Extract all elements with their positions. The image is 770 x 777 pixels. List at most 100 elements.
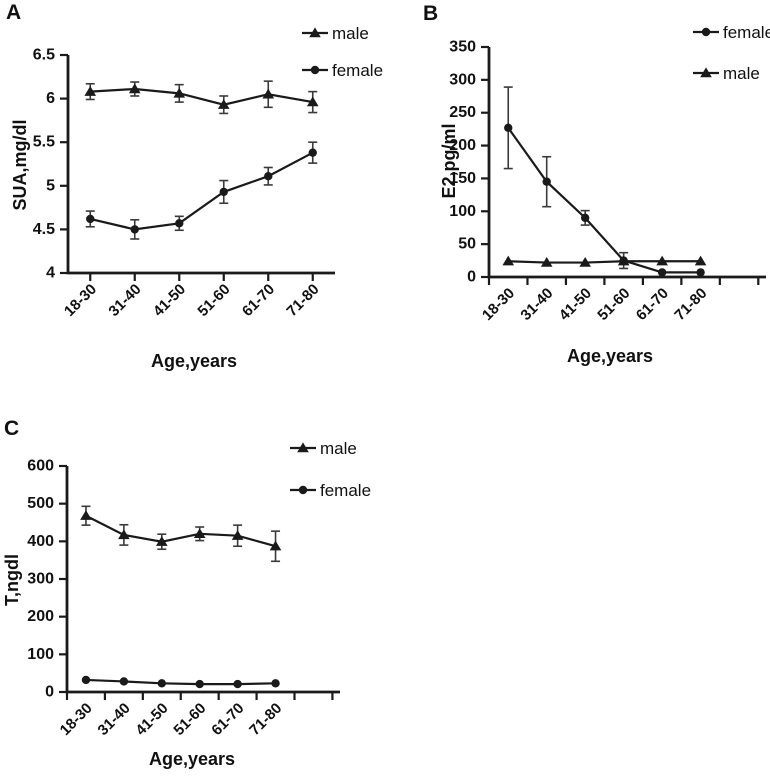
legend-label: male <box>723 64 760 83</box>
legend <box>693 27 719 78</box>
data-point-marker <box>118 529 130 540</box>
series-male <box>502 255 707 267</box>
y-tick-label: 200 <box>27 608 54 625</box>
chart-content: 0 100 200 300 400 500 600 18-3031-4041-5051-606… <box>27 442 340 739</box>
legend-label: male <box>332 24 369 43</box>
x-category-label: 41-50 <box>556 285 595 324</box>
data-point-marker <box>271 679 280 688</box>
legend-label: female <box>320 481 371 500</box>
series-female-line <box>85 678 276 686</box>
y-tick-label: 5.5 <box>33 134 55 151</box>
y-axis-title: E2,pg/ml <box>439 123 459 198</box>
data-point-marker <box>269 540 282 551</box>
data-point-marker <box>175 219 184 228</box>
series-male-line <box>508 260 701 264</box>
data-point-marker <box>84 86 97 96</box>
y-tick-label: 250 <box>449 104 476 121</box>
data-point-marker <box>195 679 204 689</box>
data-point-marker <box>86 214 95 224</box>
x-category-label: 31-40 <box>95 700 134 739</box>
y-tick-label: 100 <box>27 646 54 663</box>
data-point-marker <box>155 536 168 546</box>
panel-label-b: B <box>423 2 439 25</box>
chart-panel-b: 0 50 100 150 200 250 300 350 18-30 31-40 41-50 51-6… <box>439 23 770 366</box>
data-point-marker <box>617 255 630 266</box>
y-tick-label: 350 <box>449 39 476 56</box>
data-point-marker <box>306 96 319 107</box>
x-axis-ticks <box>487 277 760 285</box>
series-male-line <box>90 87 313 106</box>
y-axis-ticks: 0 100 200 300 400 500 600 <box>27 458 67 701</box>
legend-marker <box>700 67 712 78</box>
x-category-label: 18-30 <box>57 700 96 739</box>
data-point-marker <box>119 677 129 686</box>
x-category-label: 51-60 <box>170 700 209 739</box>
x-axis-title: Age,years <box>567 346 653 366</box>
x-category-label: 31-40 <box>517 285 556 324</box>
panel-label-a: A <box>6 1 22 24</box>
series-female <box>504 123 705 277</box>
y-tick-label: 50 <box>458 236 476 253</box>
x-category-label: 61-70 <box>208 700 247 739</box>
x-category-label: 61-70 <box>239 281 278 320</box>
series-female-line <box>89 151 314 231</box>
data-point-marker <box>157 679 166 688</box>
x-category-label: 31-40 <box>105 281 144 320</box>
y-tick-label: 300 <box>449 71 476 88</box>
y-tick-label: 500 <box>27 495 54 512</box>
chart-content: 4 4.5 5 5.5 6 6.5 18-30 31-40 41-50 51-60 61-70 71-… <box>33 27 335 320</box>
data-point-marker <box>504 123 513 133</box>
y-tick-label: 0 <box>45 684 54 701</box>
data-point-marker <box>696 268 705 277</box>
data-point-marker <box>130 225 139 234</box>
legend-marker <box>701 27 711 37</box>
legend-marker <box>297 442 309 453</box>
legend-label: male <box>320 439 357 458</box>
series-female-line <box>507 127 701 274</box>
data-point-marker <box>308 148 317 157</box>
data-point-marker <box>217 99 230 109</box>
x-category-label: 51-60 <box>594 285 633 324</box>
y-tick-label: 6.5 <box>33 47 55 64</box>
data-point-marker <box>542 177 551 186</box>
y-axis-ticks: 0 50 100 150 200 250 300 350 <box>449 39 489 286</box>
y-tick-label: 4.5 <box>33 221 55 238</box>
legend-marker <box>310 65 320 75</box>
y-tick-label: 0 <box>467 269 476 286</box>
x-category-label: 71-80 <box>283 281 322 320</box>
legend-marker <box>298 485 308 495</box>
y-tick-label: 300 <box>27 571 54 588</box>
x-axis-ticks <box>65 692 334 700</box>
data-point-marker <box>579 256 591 267</box>
y-tick-label: 150 <box>449 170 476 187</box>
chart-panel-c: 0 100 200 300 400 500 600 18-3031-4041-5051-606… <box>2 439 371 769</box>
y-tick-label: 4 <box>46 265 55 282</box>
axes <box>66 55 335 275</box>
x-category-label: 18-30 <box>61 281 100 320</box>
data-point-marker <box>502 255 515 266</box>
data-point-marker <box>231 530 244 540</box>
y-tick-label: 400 <box>27 533 54 550</box>
data-point-marker <box>656 255 668 266</box>
legend <box>302 27 328 75</box>
y-axis-title: T,ngdl <box>2 554 22 606</box>
y-tick-label: 600 <box>27 458 54 475</box>
x-category-label: 61-70 <box>633 285 672 324</box>
data-point-marker <box>80 510 92 520</box>
data-point-marker <box>233 679 242 689</box>
legend-label: female <box>723 23 770 42</box>
x-axis-ticks <box>89 273 314 281</box>
data-point-marker <box>219 187 228 197</box>
y-tick-label: 6 <box>46 90 55 107</box>
x-category-label: 51-60 <box>194 281 233 320</box>
x-category-label: 41-50 <box>132 700 171 739</box>
data-point-marker <box>264 172 273 181</box>
data-point-marker <box>657 268 667 277</box>
data-point-marker <box>540 256 553 267</box>
y-tick-label: 200 <box>449 137 476 154</box>
x-category-label: 18-30 <box>479 285 518 324</box>
